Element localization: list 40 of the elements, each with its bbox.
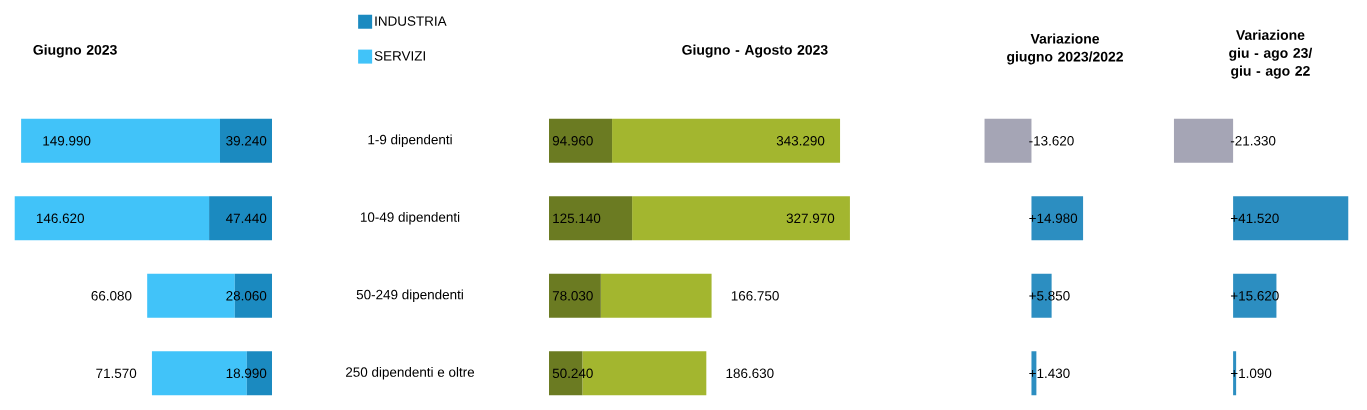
data-label: 50.240 (552, 368, 593, 379)
bar (549, 273, 601, 318)
data-label: +5.850 (1029, 290, 1070, 301)
data-label: -21.330 (1230, 135, 1276, 146)
data-label: 146.620 (36, 213, 84, 224)
data-label: 149.990 (43, 135, 91, 146)
bar (1233, 196, 1349, 241)
legend-label: SERVIZI (374, 51, 425, 61)
chart-title: Variazione giu - ago 23/ giu - ago 22 (1229, 29, 1313, 79)
data-label: 125.140 (553, 213, 601, 224)
bar (549, 118, 613, 163)
bar (549, 196, 633, 241)
chart-title: Giugno 2023 (33, 44, 117, 58)
bar (219, 118, 272, 163)
data-label: 18.990 (226, 368, 267, 379)
bar (600, 273, 712, 318)
bar (14, 196, 210, 241)
y-tick-label: 1-9 dipendenti (368, 134, 452, 148)
data-label: 47.440 (225, 213, 267, 224)
data-label: 186.630 (726, 368, 774, 379)
y-tick-label: 250 dipendenti e oltre (345, 366, 475, 380)
data-label: 66.080 (91, 290, 132, 301)
y-tick-label: 10-49 dipendenti (360, 211, 460, 225)
data-label: 327.970 (786, 213, 835, 224)
bar (612, 118, 841, 163)
data-label: 343.290 (776, 135, 825, 146)
legend-label: INDUSTRIA (375, 16, 447, 26)
bar (21, 118, 220, 163)
y-tick-label: 50-249 dipendenti (356, 289, 463, 303)
chart-title: Giugno - Agosto 2023 (682, 44, 828, 58)
data-label: 78.030 (552, 290, 593, 301)
data-label: -13.620 (1029, 135, 1074, 146)
data-label: 166.750 (731, 290, 779, 301)
data-label: 39.240 (226, 135, 267, 146)
data-label: 71.570 (96, 368, 137, 379)
data-label: 28.060 (226, 290, 267, 301)
bar (632, 196, 850, 241)
bar (209, 196, 272, 241)
data-label: 94.960 (552, 135, 593, 146)
chart-title: Variazione giugno 2023/2022 (1007, 33, 1123, 65)
